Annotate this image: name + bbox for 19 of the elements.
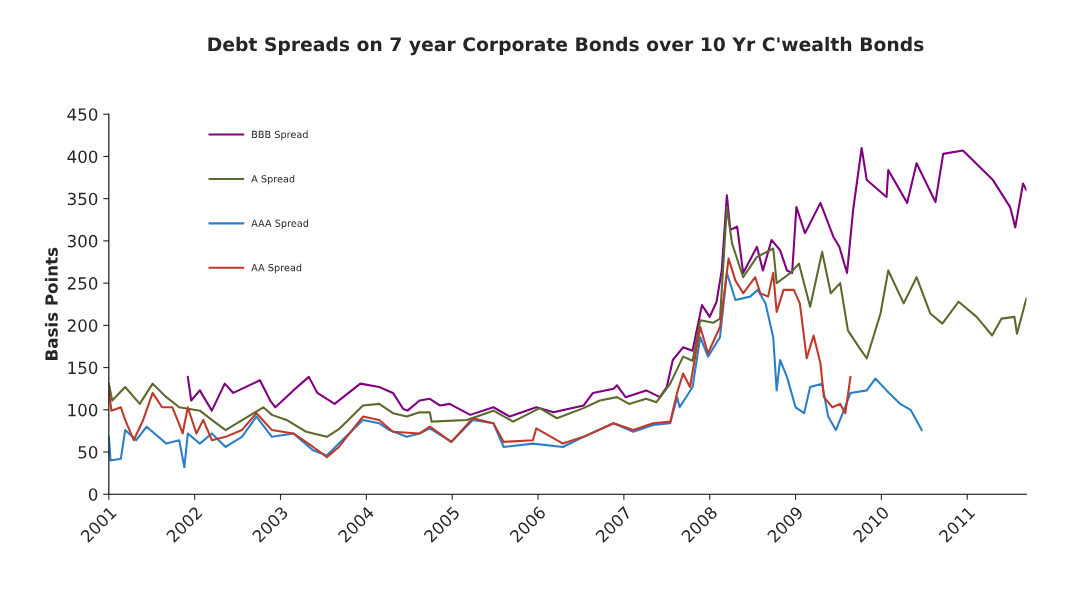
y-tick-label: 200 [67, 319, 98, 332]
line-series [108, 206, 1027, 438]
legend-label: BBB Spread [252, 130, 308, 140]
y-tick-label: 150 [68, 361, 98, 375]
y-axis-title: Basis Points [44, 247, 58, 360]
line-series [108, 257, 852, 459]
y-tick-label: 250 [67, 277, 98, 290]
line-series [186, 146, 1027, 418]
y-tick-label: 400 [67, 150, 98, 163]
chart-title: Debt Spreads on 7 year Corporate Bonds over 10 Yr C'wealth Bonds [208, 36, 924, 56]
y-tick-label: 100 [68, 403, 98, 417]
legend-label: AAA Spread [251, 219, 309, 229]
y-tick-label: 300 [67, 234, 98, 248]
legend-label: AA Spread [251, 263, 302, 274]
y-tick-label: 450 [67, 108, 98, 121]
y-tick-label: 350 [67, 192, 98, 206]
legend-label: A Spread [251, 174, 295, 185]
y-tick-label: 50 [78, 446, 98, 459]
y-tick-label: 0 [88, 488, 98, 501]
